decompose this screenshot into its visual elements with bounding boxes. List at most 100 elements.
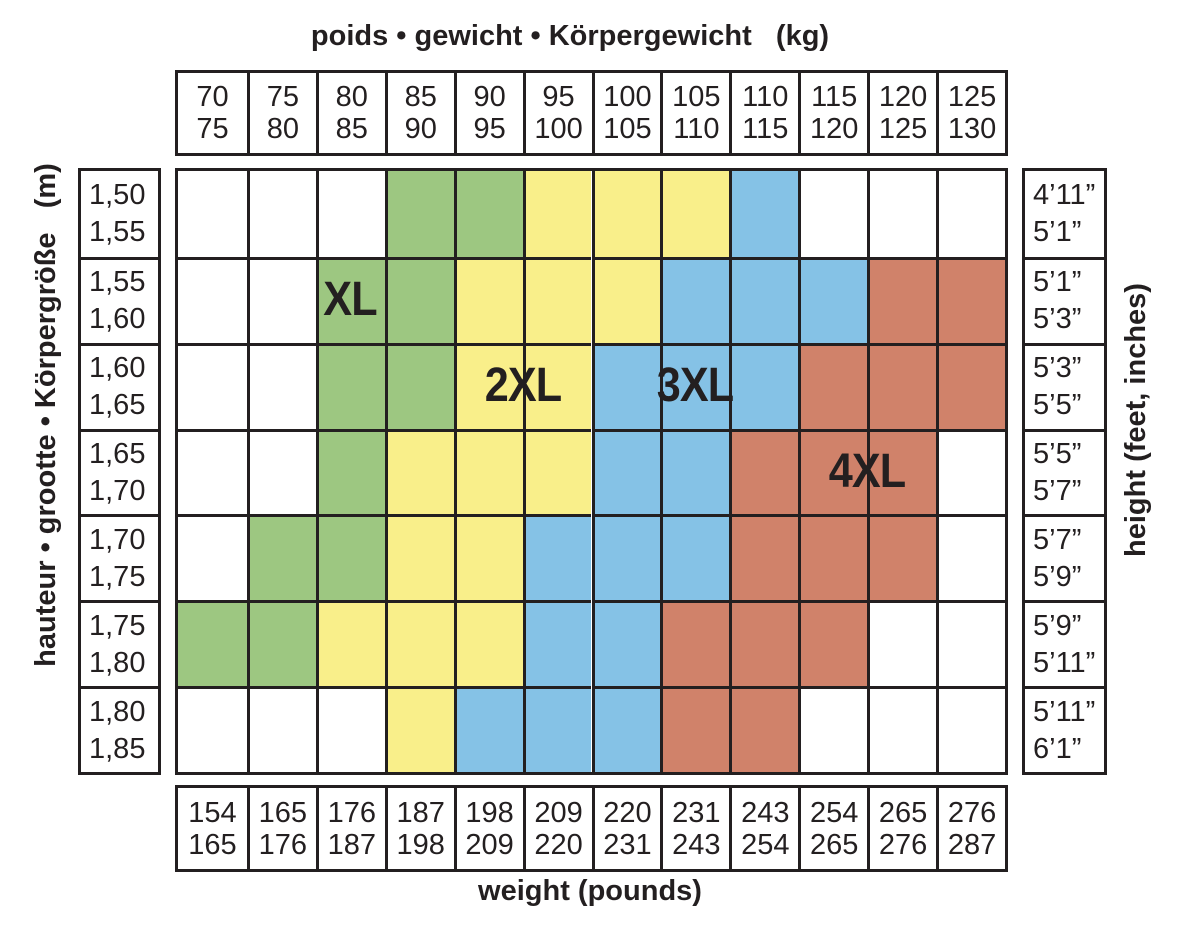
size-label-3xl: 3XL	[656, 358, 734, 412]
kg-range-cell: 75 80	[246, 73, 316, 153]
size-cell-3xl	[522, 686, 592, 772]
kg-header-row: 70 75 75 80 80 85 85 90 90 95 95 100 100 105 105 110 110…	[175, 70, 1008, 156]
size-cell-none	[178, 256, 247, 343]
range-to: 1,85	[89, 732, 146, 765]
range-to: 1,55	[89, 215, 146, 248]
feet-range-cell: 5’9” 5’11”	[1025, 600, 1104, 686]
pound-range-cell: 165 176	[246, 788, 316, 869]
kg-range-cell: 90 95	[453, 73, 523, 153]
size-cell-2xl	[522, 428, 592, 515]
size-cell-2xl	[453, 514, 523, 601]
range-from: 95	[542, 81, 575, 113]
size-cell-4xl	[729, 686, 799, 772]
size-cell-2xl	[453, 428, 523, 515]
size-cell-xl	[315, 428, 385, 515]
size-cell-4xl	[867, 428, 937, 515]
feet-range-cell: 5’3” 5’5”	[1025, 342, 1104, 429]
size-cell-2xl	[591, 256, 661, 343]
range-from: 90	[473, 81, 506, 113]
kg-range-cell: 105 110	[660, 73, 729, 153]
size-grid: XL 2XL 3XL 4XL	[175, 168, 1008, 775]
range-from: 165	[258, 796, 308, 829]
size-cell-3xl	[660, 514, 730, 601]
kg-range-cell: 100 105	[591, 73, 661, 153]
size-cell-none	[178, 171, 247, 257]
size-cell-4xl	[729, 600, 799, 687]
size-cell-2xl	[384, 600, 454, 687]
range-to: 1,80	[89, 646, 146, 679]
range-to: 125	[878, 113, 928, 145]
pound-range-cell: 176 187	[315, 788, 385, 869]
range-to: 115	[742, 113, 789, 145]
range-from: 187	[396, 796, 445, 829]
size-cell-3xl	[660, 428, 730, 515]
size-cell-4xl	[936, 342, 1005, 429]
size-cell-none	[936, 686, 1005, 772]
size-cell-2xl	[384, 428, 454, 515]
size-cell-4xl	[936, 256, 1005, 343]
size-cell-2xl	[522, 171, 592, 257]
pound-range-cell: 276 287	[936, 788, 1005, 869]
range-from: 1,50	[89, 178, 146, 211]
range-to: 231	[603, 828, 652, 861]
kg-range-cell: 70 75	[178, 73, 247, 153]
range-from: 110	[742, 81, 789, 113]
left-axis-title: hauteur • grootte • Körpergröße (m)	[30, 163, 62, 667]
feet-range-cell: 5’11” 6’1”	[1025, 686, 1104, 772]
kg-range-cell: 125 130	[936, 73, 1005, 153]
size-cell-2xl	[591, 171, 661, 257]
range-to: 90	[404, 113, 437, 145]
size-cell-3xl	[591, 428, 661, 515]
kg-range-cell: 115 120	[798, 73, 867, 153]
range-to: 1,60	[89, 303, 146, 336]
range-to: 209	[465, 828, 514, 861]
range-to: 95	[473, 113, 506, 145]
size-cell-3xl	[522, 514, 592, 601]
kg-range-cell: 110 115	[729, 73, 798, 153]
feet-range-cell: 5’7” 5’9”	[1025, 514, 1104, 600]
meter-range-cell: 1,50 1,55	[81, 171, 158, 257]
range-from: 5’3”	[1033, 352, 1082, 385]
range-from: 125	[947, 81, 997, 113]
range-from: 5’9”	[1033, 609, 1082, 642]
meter-range-cell: 1,60 1,65	[81, 342, 158, 429]
size-cell-3xl	[660, 256, 730, 343]
size-cell-3xl	[591, 686, 661, 772]
range-to: 5’9”	[1033, 560, 1082, 593]
pound-range-cell: 209 220	[522, 788, 592, 869]
pound-range-cell: 220 231	[591, 788, 661, 869]
size-cell-none	[178, 342, 247, 429]
range-from: 75	[266, 81, 299, 113]
size-cell-4xl	[867, 514, 937, 601]
pound-range-cell: 187 198	[384, 788, 454, 869]
size-cell-xl	[315, 342, 385, 429]
size-cell-none	[867, 686, 937, 772]
size-cell-xl	[453, 171, 523, 257]
range-from: 70	[196, 81, 229, 113]
meter-range-cell: 1,70 1,75	[81, 514, 158, 600]
size-cell-4xl	[729, 514, 799, 601]
range-to: 1,65	[89, 389, 146, 422]
size-cell-xl	[384, 256, 454, 343]
kg-range-cell: 120 125	[867, 73, 936, 153]
range-to: 1,70	[89, 474, 146, 507]
size-cell-3xl	[591, 600, 661, 687]
meter-range-cell: 1,55 1,60	[81, 256, 158, 343]
range-to: 5’5”	[1033, 389, 1082, 422]
range-from: 85	[404, 81, 437, 113]
size-cell-4xl	[867, 256, 937, 343]
range-from: 265	[878, 796, 928, 829]
size-cell-4xl	[798, 514, 868, 601]
kg-range-cell: 80 85	[315, 73, 385, 153]
size-cell-4xl	[798, 600, 868, 687]
size-cell-none	[246, 686, 316, 772]
size-cell-4xl	[798, 428, 868, 515]
range-from: 5’1”	[1033, 266, 1082, 299]
range-to: 110	[673, 113, 720, 145]
feet-range-cell: 5’5” 5’7”	[1025, 428, 1104, 515]
size-cell-3xl	[453, 686, 523, 772]
range-from: 105	[672, 81, 721, 113]
size-cell-4xl	[798, 342, 868, 429]
feet-inches-column: 4’11” 5’1” 5’1” 5’3” 5’3” 5’5” 5’5” 5’7” 5’7” 5’9…	[1022, 168, 1107, 775]
pound-range-cell: 243 254	[729, 788, 798, 869]
